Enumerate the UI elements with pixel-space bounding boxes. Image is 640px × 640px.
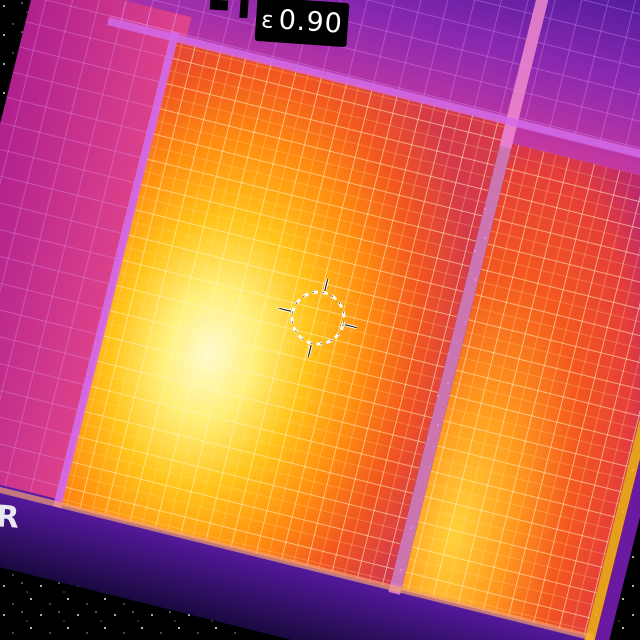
brand-watermark-fragment: R <box>0 499 21 536</box>
emissivity-symbol: ε <box>260 7 276 35</box>
crosshair-reticle-icon <box>278 278 358 358</box>
top-marker <box>239 0 249 19</box>
emissivity-value: 0.90 <box>277 4 344 40</box>
emissivity-readout: ε0.90 <box>254 0 350 48</box>
top-left-marker <box>209 0 229 11</box>
